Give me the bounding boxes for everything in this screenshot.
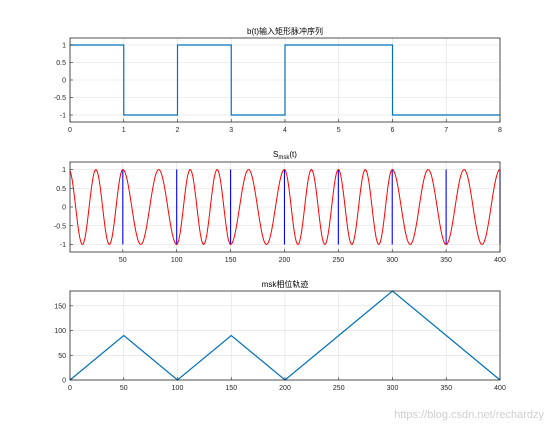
x-tick-label: 200	[279, 257, 291, 264]
x-tick-label: 350	[440, 257, 452, 264]
x-tick-label: 150	[225, 385, 237, 392]
y-tick-label: -1	[60, 113, 66, 120]
y-tick-label: 100	[54, 328, 66, 335]
x-tick-label: 50	[120, 385, 128, 392]
subplot-3-title: msk相位轨迹	[262, 279, 309, 289]
subplot-input-pulse: b(t)输入矩形脉冲序列 0 1 2 3 4 5 6 7 8 -1 -0.5 0 0.5 1	[54, 26, 502, 134]
subplot-phase-trajectory: msk相位轨迹 0 50 100 150 200 250 300 350 400 0 50 100 15…	[54, 279, 506, 392]
x-tick-label: 0	[68, 385, 72, 392]
msk-waveform-line	[69, 168, 501, 246]
x-tick-label: 7	[444, 127, 448, 134]
subplot-2-title: Smsk(t)	[273, 150, 297, 161]
y-tick-label: 0.5	[56, 60, 66, 67]
subplot-msk-signal: Smsk(t) 50 100 150 200 250 300 350 400 -1 -0.5 0 0.…	[54, 150, 506, 264]
y-tick-label: 0	[62, 78, 66, 85]
subplot-2-title-main: S	[273, 150, 278, 159]
x-tick-label: 50	[119, 257, 127, 264]
y-tick-label: 50	[58, 353, 66, 360]
x-tick-label: 5	[337, 127, 341, 134]
x-tick-label: 400	[494, 385, 506, 392]
subplot-2-title-subscript: msk	[278, 155, 290, 161]
x-tick-label: 250	[333, 257, 345, 264]
y-tick-label: -0.5	[54, 95, 66, 102]
y-tick-label: 0	[62, 205, 66, 212]
y-tick-label: 1	[62, 43, 66, 50]
y-tick-label: 1	[62, 167, 66, 174]
x-tick-label: 4	[283, 127, 287, 134]
x-tick-label: 300	[386, 257, 398, 264]
x-tick-label: 250	[333, 385, 345, 392]
y-tick-label: 0	[62, 378, 66, 385]
x-tick-label: 300	[387, 385, 399, 392]
subplot-1-title: b(t)输入矩形脉冲序列	[247, 26, 323, 36]
y-tick-label: -1	[60, 242, 66, 249]
x-tick-label: 3	[229, 127, 233, 134]
x-tick-label: 100	[171, 257, 183, 264]
x-tick-label: 200	[279, 385, 291, 392]
x-tick-label: 8	[498, 127, 502, 134]
y-tick-label: -0.5	[54, 223, 66, 230]
watermark: https://blog.csdn.net/rechardzy	[394, 409, 544, 421]
x-tick-label: 150	[225, 257, 237, 264]
x-tick-label: 2	[176, 127, 180, 134]
x-tick-label: 1	[122, 127, 126, 134]
x-tick-label: 6	[391, 127, 395, 134]
x-tick-label: 0	[68, 127, 72, 134]
pulse-sequence-line	[70, 44, 500, 116]
y-tick-label: 0.5	[56, 186, 66, 193]
y-tick-label: 150	[54, 303, 66, 310]
subplot-2-title-tail: (t)	[289, 150, 297, 159]
x-tick-label: 100	[172, 385, 184, 392]
x-tick-label: 400	[494, 257, 506, 264]
x-tick-label: 350	[440, 385, 452, 392]
